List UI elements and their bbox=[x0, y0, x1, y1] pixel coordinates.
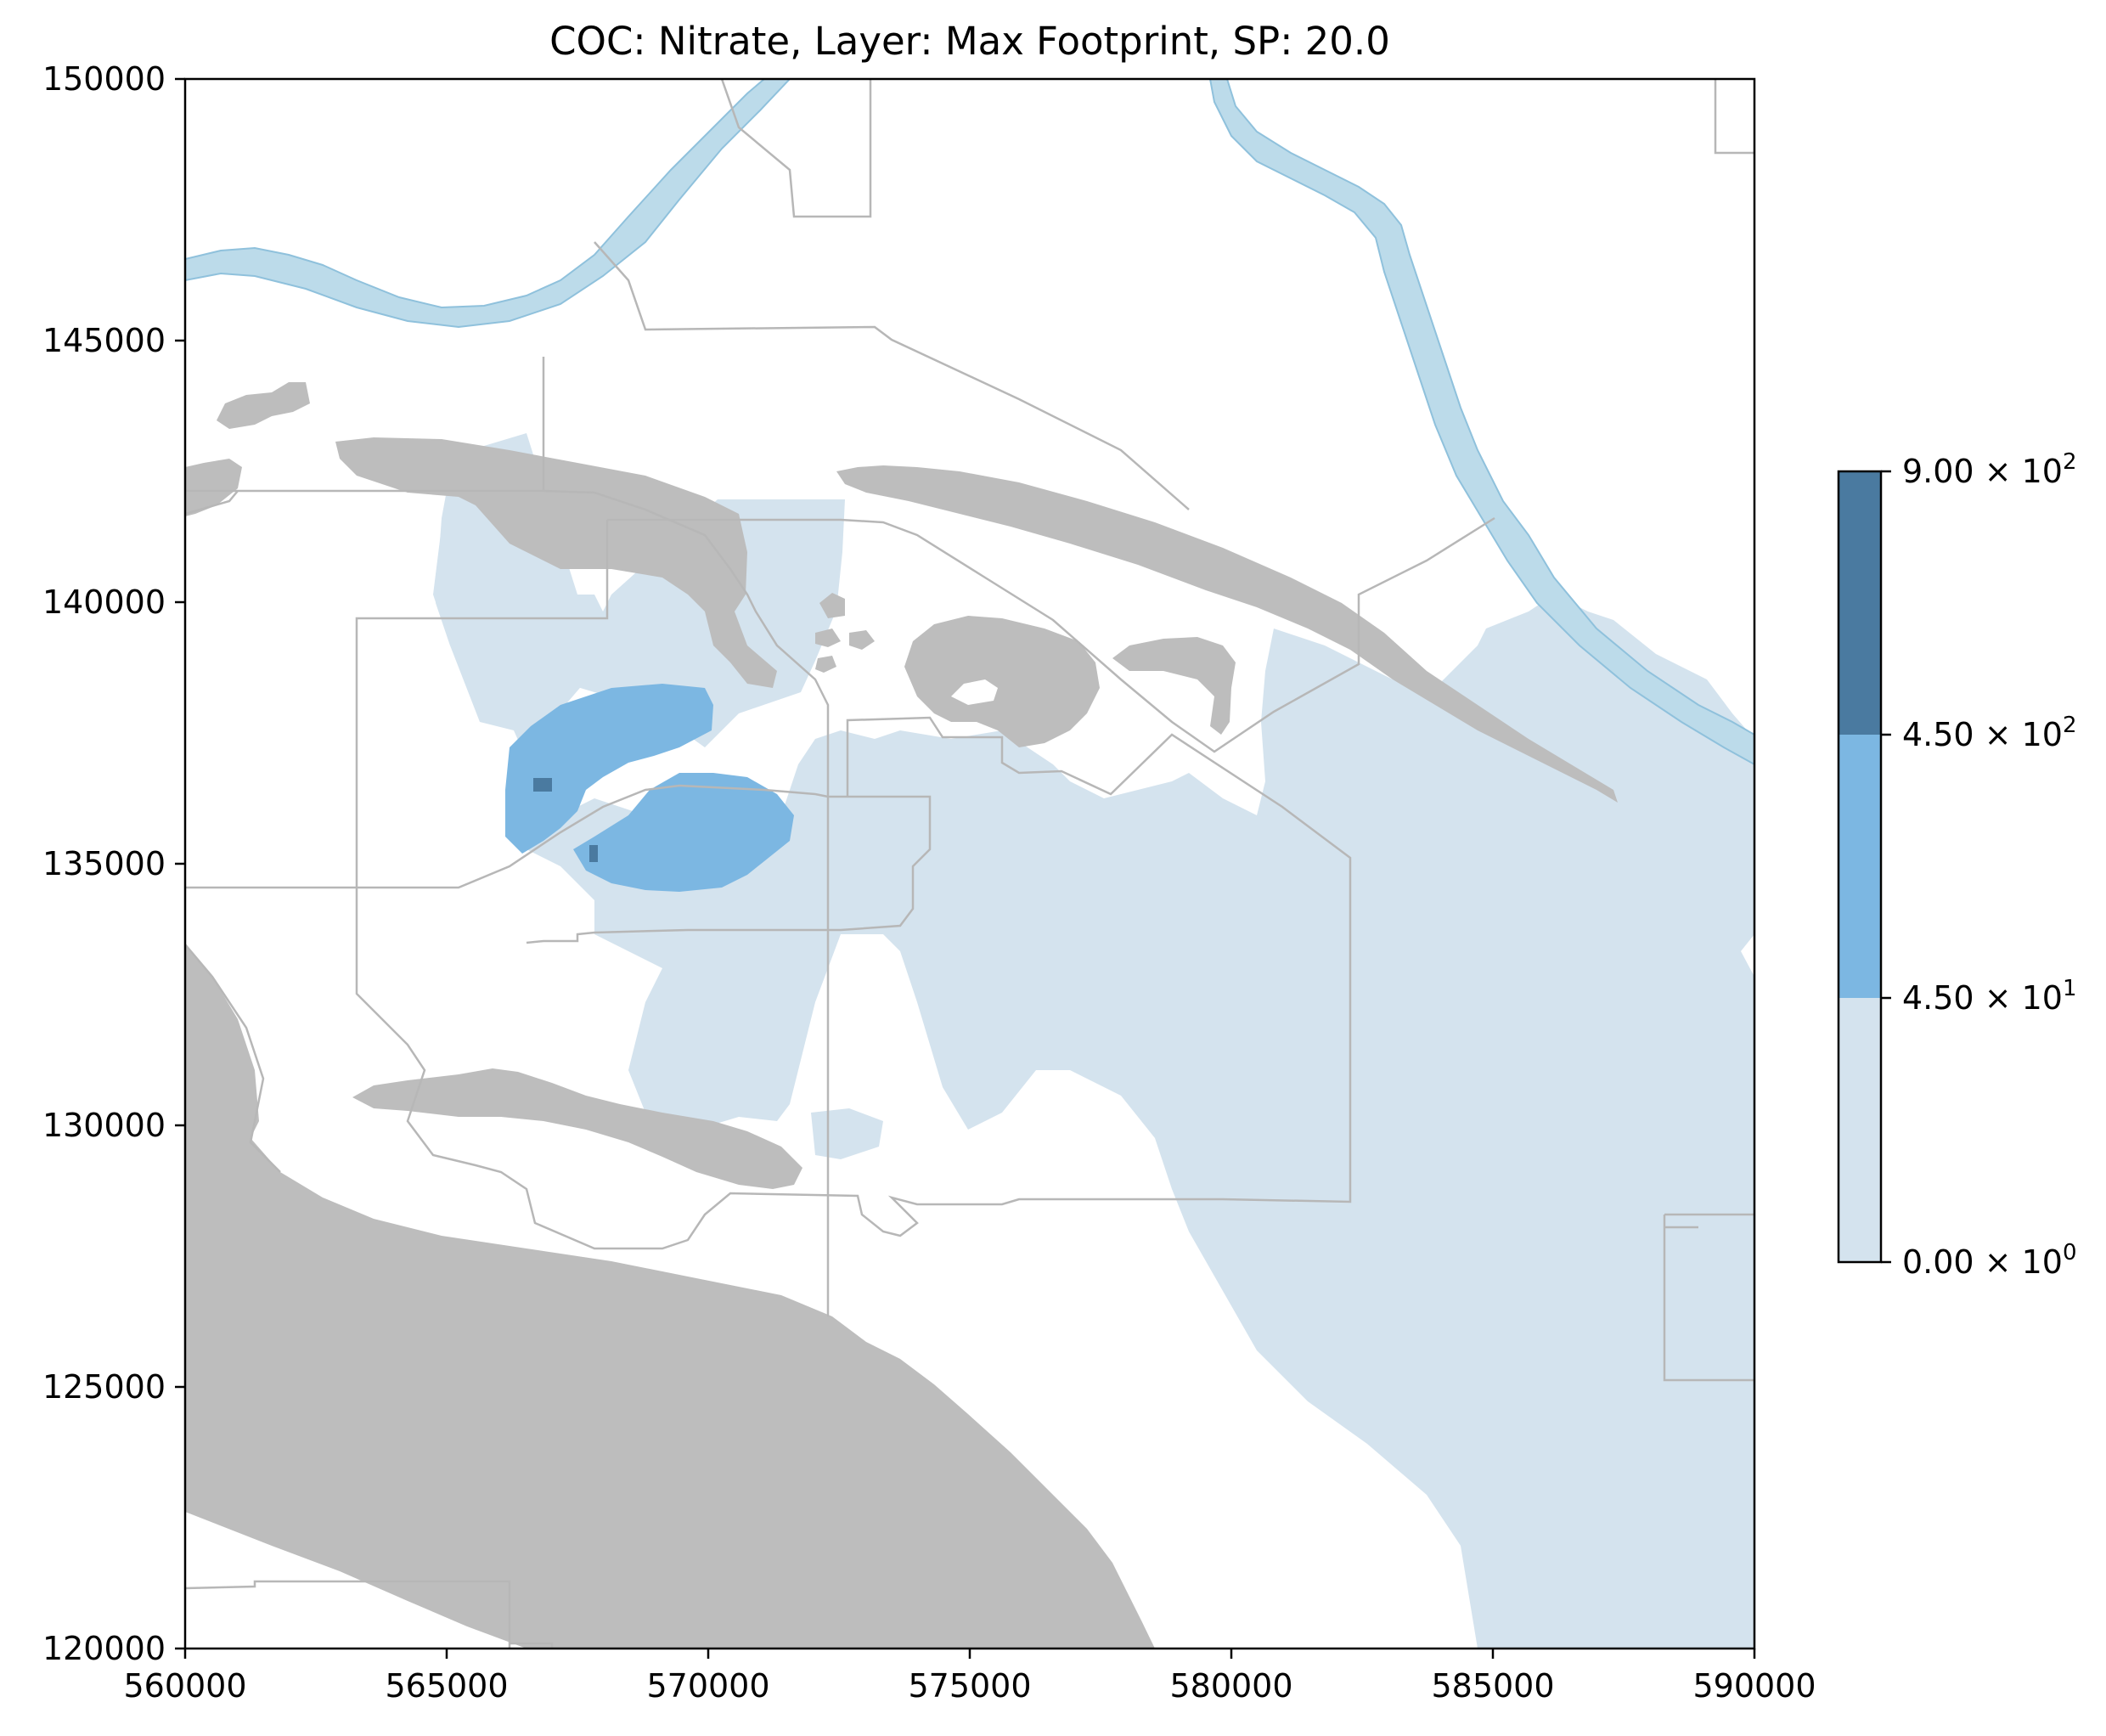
y-tick-label: 120000 bbox=[42, 1630, 166, 1667]
y-tick-labels: 150000 145000 140000 135000 130000 12500… bbox=[42, 60, 166, 1667]
x-tick-labels: 560000 565000 570000 575000 580000 58500… bbox=[123, 1667, 1816, 1705]
y-tick-label: 125000 bbox=[42, 1368, 166, 1406]
colorbar-label: 4.50 × 102 bbox=[1902, 713, 2077, 753]
y-tick-label: 135000 bbox=[42, 845, 166, 882]
terrain-ridge-east bbox=[836, 465, 1618, 803]
x-tick-label: 585000 bbox=[1431, 1667, 1554, 1705]
x-tick-label: 590000 bbox=[1692, 1667, 1816, 1705]
terrain-southwest bbox=[185, 944, 1155, 1649]
terrain-patch-3 bbox=[849, 630, 875, 650]
terrain-ridge-north bbox=[335, 437, 777, 688]
x-tick-label: 560000 bbox=[123, 1667, 246, 1705]
x-tick-label: 575000 bbox=[908, 1667, 1031, 1705]
river-east bbox=[1208, 79, 1754, 766]
plume-low-south-lobe bbox=[811, 1108, 883, 1159]
map-content bbox=[185, 79, 1754, 1649]
colorbar-label: 4.50 × 101 bbox=[1902, 976, 2077, 1017]
colorbar-band-low bbox=[1839, 998, 1881, 1262]
colorbar-label: 9.00 × 102 bbox=[1902, 449, 2077, 490]
boundary-lines bbox=[185, 79, 1754, 1649]
map-title: COC: Nitrate, Layer: Max Footprint, SP: … bbox=[549, 19, 1390, 64]
terrain-nw-small bbox=[217, 382, 310, 429]
plume-high-spot-2 bbox=[589, 845, 598, 862]
plume-low-central bbox=[526, 595, 1754, 1649]
terrain-patch-4 bbox=[815, 656, 836, 673]
y-tick-label: 145000 bbox=[42, 322, 166, 359]
colorbar-frame bbox=[1837, 470, 1883, 1264]
river-north bbox=[185, 79, 791, 329]
plume-low-west bbox=[433, 527, 645, 705]
plume-mid-lobe bbox=[573, 773, 794, 892]
terrain-ridge-south bbox=[352, 1068, 802, 1189]
colorbar-band-mid bbox=[1839, 735, 1881, 998]
y-tick-label: 140000 bbox=[42, 583, 166, 621]
terrain-blob-center bbox=[904, 616, 1100, 747]
colorbar: 9.00 × 102 4.50 × 102 4.50 × 101 0.00 × … bbox=[1837, 449, 2077, 1281]
colorbar-band-high bbox=[1839, 471, 1881, 735]
terrain-patch-2 bbox=[815, 628, 841, 647]
axis-ticks bbox=[175, 77, 1756, 1659]
y-tick-label: 150000 bbox=[42, 60, 166, 98]
terrain-patch-1 bbox=[819, 593, 845, 618]
x-tick-label: 565000 bbox=[385, 1667, 508, 1705]
x-tick-label: 570000 bbox=[646, 1667, 769, 1705]
plume-high-spot-1 bbox=[533, 778, 552, 792]
x-tick-label: 580000 bbox=[1169, 1667, 1292, 1705]
plume-mid-region bbox=[505, 684, 713, 854]
colorbar-label: 0.00 × 100 bbox=[1902, 1240, 2077, 1281]
y-tick-label: 130000 bbox=[42, 1107, 166, 1144]
terrain-west-edge bbox=[185, 459, 242, 516]
terrain-blob-east bbox=[1112, 637, 1236, 735]
